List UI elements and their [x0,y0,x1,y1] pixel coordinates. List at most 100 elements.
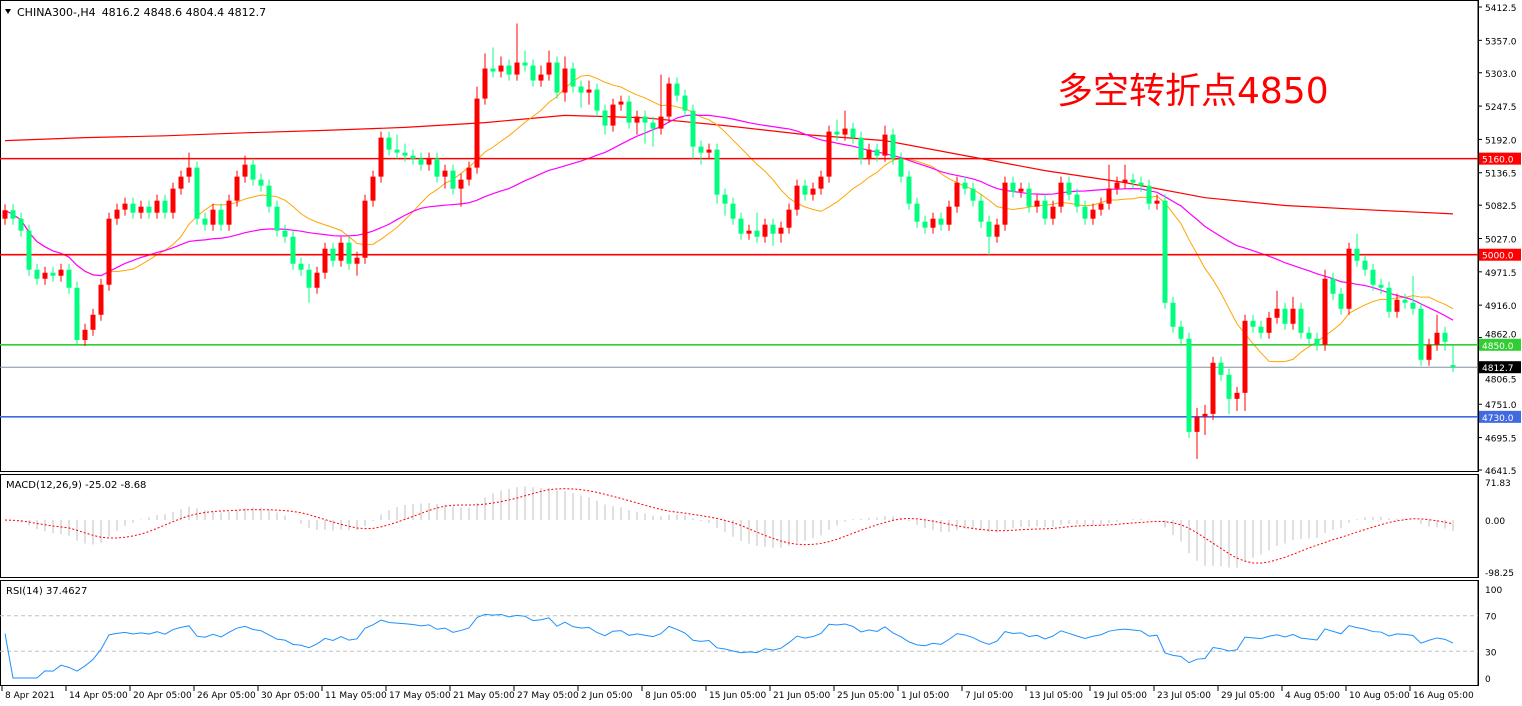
candle[interactable] [466,161,472,186]
candle[interactable] [274,200,280,237]
candle[interactable] [1338,287,1344,315]
candle[interactable] [898,152,904,183]
candle[interactable] [498,56,504,78]
candle[interactable] [634,110,640,135]
candle[interactable] [1202,404,1208,435]
candle[interactable] [1394,293,1400,318]
candle[interactable] [394,134,400,159]
candle[interactable] [642,110,648,144]
candle[interactable] [1018,182,1024,198]
candle[interactable] [810,182,816,201]
candle[interactable] [234,170,240,207]
candle[interactable] [50,266,56,282]
candle[interactable] [402,143,408,162]
candle[interactable] [850,122,856,144]
candle[interactable] [762,218,768,243]
candle[interactable] [306,263,312,303]
candle[interactable] [186,152,192,183]
candle[interactable] [98,278,104,321]
candle[interactable] [946,200,952,231]
candle[interactable] [1218,356,1224,381]
candle[interactable] [914,197,920,228]
candle[interactable] [242,155,248,183]
candle[interactable] [1282,302,1288,330]
candle[interactable] [1378,278,1384,294]
candle[interactable] [730,197,736,225]
candle[interactable] [1370,263,1376,291]
candle[interactable] [26,224,32,276]
candle[interactable] [210,203,216,231]
candle[interactable] [1450,345,1456,373]
candle[interactable] [530,59,536,87]
candle[interactable] [706,143,712,159]
candle[interactable] [362,194,368,264]
candle[interactable] [1170,296,1176,333]
candle[interactable] [778,221,784,243]
candle[interactable] [122,197,128,216]
candle[interactable] [842,110,848,141]
candle[interactable] [1090,203,1096,225]
candle[interactable] [1434,314,1440,351]
candle[interactable] [258,173,264,192]
candle[interactable] [322,242,328,279]
candle[interactable] [1114,176,1120,195]
candle[interactable] [146,200,152,219]
candle[interactable] [514,23,520,81]
candle[interactable] [1058,176,1064,213]
candle[interactable] [1354,233,1360,267]
candle[interactable] [474,86,480,174]
candle[interactable] [66,263,72,294]
candle[interactable] [42,266,48,285]
candle[interactable] [858,131,864,165]
candle[interactable] [578,80,584,108]
candle[interactable] [1346,242,1352,315]
candle[interactable] [722,188,728,216]
candle[interactable] [442,164,448,189]
candle[interactable] [1162,194,1168,309]
candle[interactable] [786,203,792,234]
candle[interactable] [138,200,144,219]
candle[interactable] [562,56,568,102]
candle[interactable] [378,131,384,183]
candle[interactable] [1074,188,1080,213]
candle[interactable] [906,170,912,210]
candle[interactable] [986,215,992,255]
candle[interactable] [1106,164,1112,210]
candle[interactable] [90,308,96,336]
candle[interactable] [426,152,432,171]
price-panel[interactable]: 5412.5 5357.0 5303.0 5247.5 5192.0 5136.5 5082… [0,0,1521,477]
candle[interactable] [618,95,624,111]
candle[interactable] [1442,326,1448,351]
candle[interactable] [1210,356,1216,420]
candle[interactable] [1226,368,1232,414]
candle[interactable] [698,140,704,165]
candle[interactable] [178,170,184,195]
candle[interactable] [1274,290,1280,324]
candle[interactable] [370,170,376,207]
candle[interactable] [626,95,632,129]
candle[interactable] [1362,254,1368,276]
candle[interactable] [594,83,600,117]
candle[interactable] [1146,179,1152,210]
candle[interactable] [114,203,120,225]
candle[interactable] [434,152,440,183]
candle[interactable] [794,179,800,216]
candle[interactable] [770,218,776,246]
candle[interactable] [818,170,824,195]
candle[interactable] [418,152,424,171]
candle[interactable] [290,230,296,270]
candle[interactable] [538,65,544,87]
candle[interactable] [218,203,224,231]
candle[interactable] [298,257,304,276]
candle[interactable] [922,215,928,234]
candle[interactable] [250,158,256,186]
candle[interactable] [34,263,40,285]
candle[interactable] [314,266,320,294]
candle[interactable] [1002,176,1008,231]
candle[interactable] [58,263,64,282]
candle[interactable] [994,218,1000,243]
candle[interactable] [1082,200,1088,225]
candle[interactable] [450,164,456,195]
candle[interactable] [386,131,392,156]
candle[interactable] [610,98,616,132]
